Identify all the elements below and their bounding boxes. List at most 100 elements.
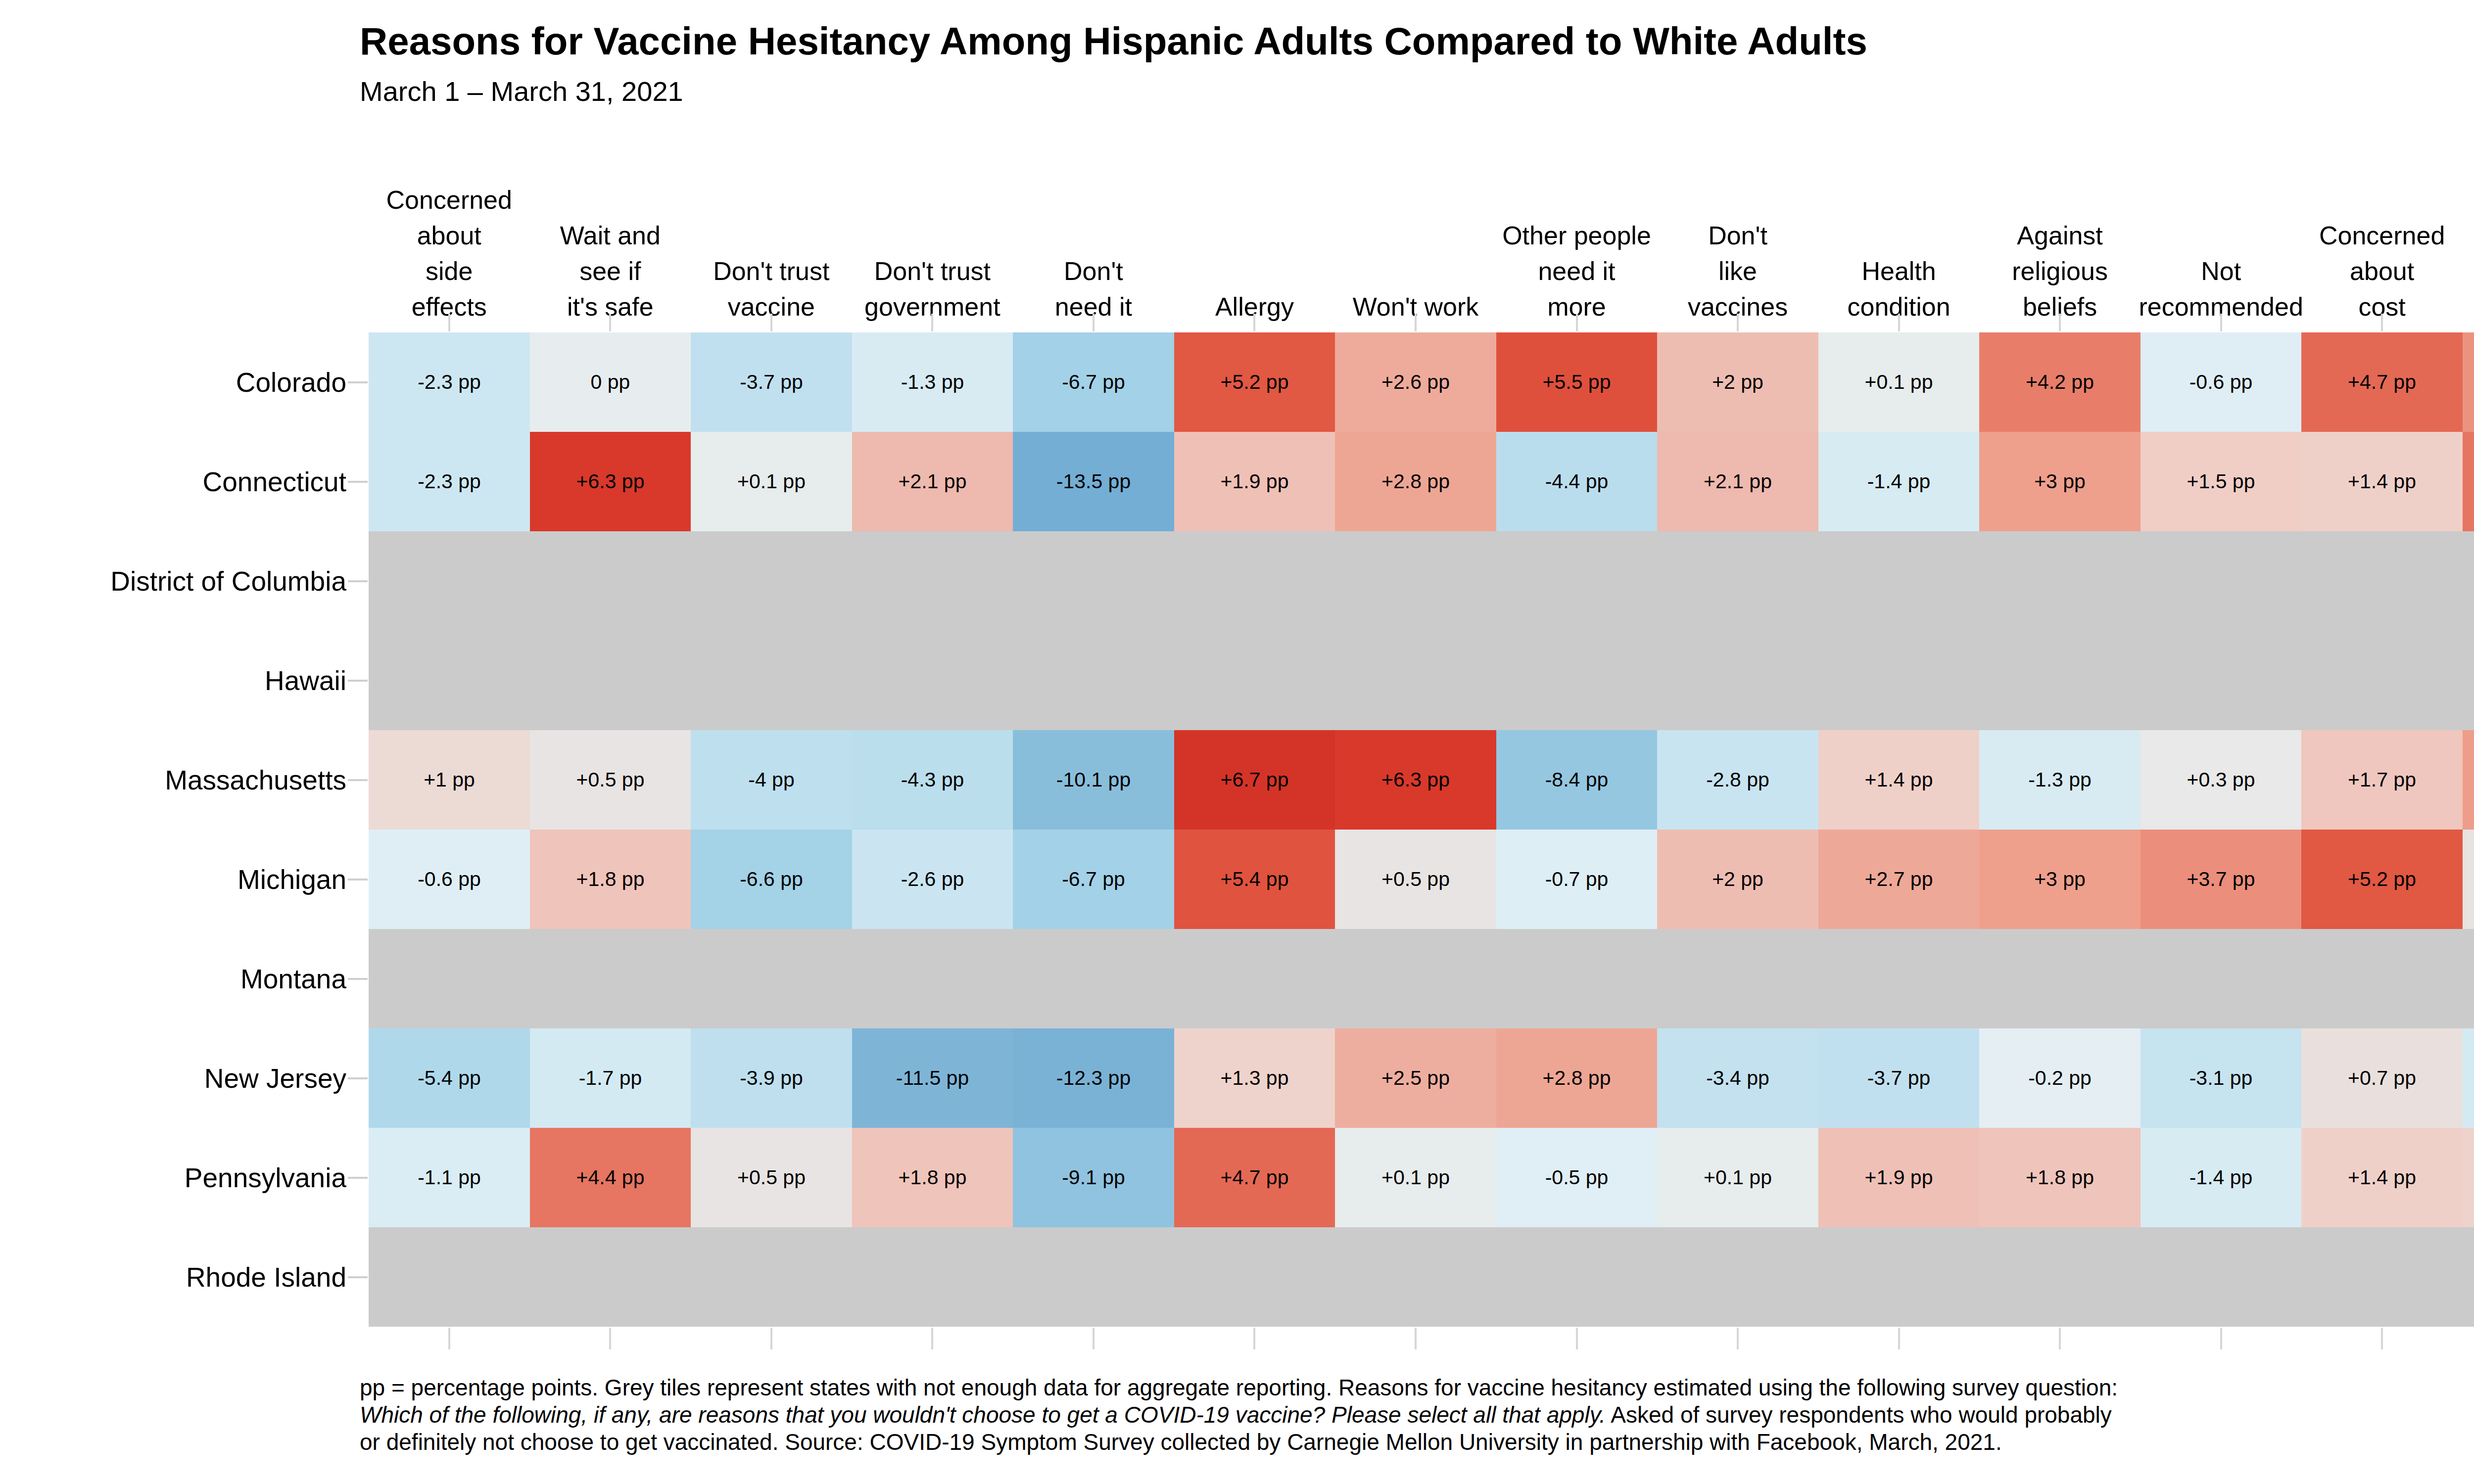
gridline-stub-bottom — [1737, 1328, 1739, 1349]
heatmap-cell-no-data — [2463, 1227, 2474, 1327]
heatmap-cell: +0.1 pp — [1335, 1128, 1496, 1227]
heatmap-figure: Reasons for Vaccine Hesitancy Among Hisp… — [0, 0, 2474, 1484]
axis-tick-left — [348, 481, 368, 483]
heatmap-cell-no-data — [1979, 531, 2141, 631]
axis-tick-left — [348, 680, 368, 682]
heatmap-cell-no-data — [1818, 1227, 1979, 1327]
gridline-stub-top — [1093, 314, 1094, 331]
gridline-stub-bottom — [1576, 1328, 1578, 1349]
heatmap-cell: -6.7 pp — [1013, 332, 1174, 432]
row-label: District of Columbia — [30, 531, 346, 631]
gridline-stub-bottom — [448, 1328, 450, 1349]
gridline-stub-top — [2059, 314, 2061, 331]
heatmap-cell: -1.3 pp — [852, 332, 1013, 432]
heatmap-cell: +1.4 pp — [2301, 432, 2463, 531]
heatmap-cell-no-data — [369, 631, 530, 730]
heatmap-cell-no-data — [691, 1227, 852, 1327]
footnote-line-1: pp = percentage points. Grey tiles repre… — [360, 1374, 2474, 1401]
heatmap-cell-no-data — [2141, 929, 2301, 1028]
heatmap-cell: +1.3 pp — [1174, 1028, 1335, 1128]
row-label: Michigan — [30, 830, 346, 929]
gridline-stub-bottom — [1093, 1328, 1094, 1349]
axis-tick-left — [348, 1276, 368, 1278]
heatmap-cell: +0.5 pp — [691, 1128, 852, 1227]
heatmap-cell-no-data — [1657, 929, 1818, 1028]
heatmap-cell-no-data — [691, 631, 852, 730]
heatmap-cell: -11.5 pp — [852, 1028, 1013, 1128]
heatmap-cell: +0.3 pp — [2141, 730, 2301, 830]
heatmap-cell-no-data — [2463, 929, 2474, 1028]
footnote: pp = percentage points. Grey tiles repre… — [360, 1374, 2474, 1456]
gridline-stub-top — [1898, 314, 1900, 331]
gridline-stub-bottom — [1898, 1328, 1900, 1349]
heatmap-cell: +5.4 pp — [1174, 830, 1335, 929]
heatmap-cell: +0.1 pp — [691, 432, 852, 531]
heatmap-cell: -3.1 pp — [2141, 1028, 2301, 1128]
heatmap-cell-no-data — [1174, 631, 1335, 730]
gridline-stub-bottom — [609, 1328, 611, 1349]
row-label: Connecticut — [30, 432, 346, 531]
heatmap-cell-no-data — [1496, 531, 1657, 631]
heatmap-cell: -13.5 pp — [1013, 432, 1174, 531]
gridline-stub-top — [1253, 314, 1255, 331]
heatmap-cell-no-data — [1496, 631, 1657, 730]
heatmap-cell-no-data — [1818, 929, 1979, 1028]
heatmap-cell: +5.2 pp — [2301, 830, 2463, 929]
heatmap-cell: +5.5 pp — [1496, 332, 1657, 432]
heatmap-cell: +1.3 pp — [2463, 1128, 2474, 1227]
heatmap-cell: +2.8 pp — [1335, 432, 1496, 531]
heatmap-cell: -8.4 pp — [1496, 730, 1657, 830]
heatmap-cell-no-data — [1979, 631, 2141, 730]
heatmap-cell: -6.7 pp — [1013, 830, 1174, 929]
heatmap-cell: +2.1 pp — [852, 432, 1013, 531]
heatmap-cell: -4.4 pp — [1496, 432, 1657, 531]
heatmap-cell-no-data — [1979, 929, 2141, 1028]
heatmap-cell-no-data — [2141, 631, 2301, 730]
gridline-stub-top — [1415, 314, 1417, 331]
heatmap-cell: -1.4 pp — [1818, 432, 1979, 531]
heatmap-cell-no-data — [1335, 531, 1496, 631]
footnote-text: Asked of survey respondents who would pr… — [1606, 1402, 2112, 1428]
heatmap-cell-no-data — [1657, 531, 1818, 631]
heatmap-cell-no-data — [1657, 1227, 1818, 1327]
heatmap-cell-no-data — [1335, 1227, 1496, 1327]
row-label: Rhode Island — [30, 1227, 346, 1327]
page-subtitle: March 1 – March 31, 2021 — [360, 75, 683, 107]
heatmap-cell: +2 pp — [1657, 830, 1818, 929]
row-label: Montana — [30, 929, 346, 1028]
heatmap-cell-no-data — [1013, 631, 1174, 730]
gridline-stub-top — [1737, 314, 1739, 331]
heatmap-cell: +0.1 pp — [1818, 332, 1979, 432]
heatmap-cell: +0.5 pp — [1335, 830, 1496, 929]
heatmap-cell: -0.6 pp — [2141, 332, 2301, 432]
heatmap-cell: -1.1 pp — [369, 1128, 530, 1227]
heatmap-cell: +6.7 pp — [1174, 730, 1335, 830]
heatmap-cell: -1.7 pp — [2463, 1028, 2474, 1128]
heatmap-cell: +1.8 pp — [852, 1128, 1013, 1227]
heatmap-cell: +2.1 pp — [1657, 432, 1818, 531]
heatmap-cell-no-data — [1979, 1227, 2141, 1327]
axis-tick-left — [348, 1077, 368, 1079]
heatmap-cell: -0.6 pp — [369, 830, 530, 929]
heatmap-cell-no-data — [369, 929, 530, 1028]
heatmap-cell-no-data — [1013, 531, 1174, 631]
heatmap-cell: -12.3 pp — [1013, 1028, 1174, 1128]
heatmap-cell: +0.7 pp — [2301, 1028, 2463, 1128]
heatmap-cell: +0.5 pp — [530, 730, 691, 830]
footnote-text: pp = percentage points. Grey tiles repre… — [360, 1375, 2118, 1400]
heatmap-cell: +1.4 pp — [2301, 1128, 2463, 1227]
heatmap-cell: +3 pp — [1979, 432, 2141, 531]
heatmap-cell: +3 pp — [1979, 830, 2141, 929]
heatmap-cell-no-data — [2301, 531, 2463, 631]
row-label: New Jersey — [30, 1028, 346, 1128]
heatmap-cell: +1.9 pp — [1818, 1128, 1979, 1227]
axis-tick-left — [348, 779, 368, 781]
heatmap-cell: 0 pp — [530, 332, 691, 432]
heatmap-cell-no-data — [2301, 929, 2463, 1028]
gridline-stub-top — [609, 314, 611, 331]
heatmap-cell-no-data — [691, 531, 852, 631]
heatmap-cell: -1.7 pp — [530, 1028, 691, 1128]
axis-tick-left — [348, 580, 368, 582]
heatmap-cell-no-data — [369, 1227, 530, 1327]
heatmap-cell-no-data — [1174, 929, 1335, 1028]
